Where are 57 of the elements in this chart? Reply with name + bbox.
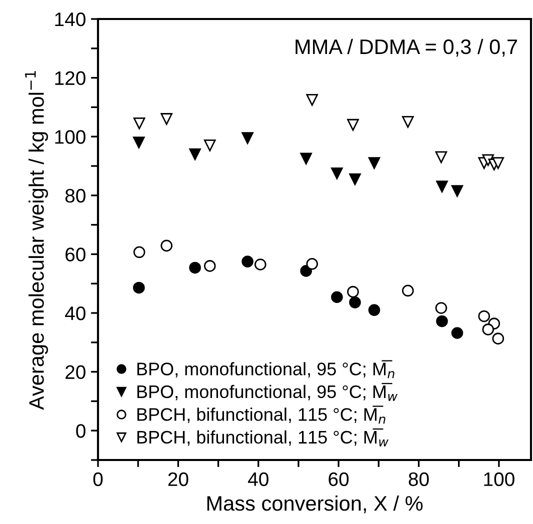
y-tick-label: 80: [65, 188, 86, 203]
point: [331, 167, 343, 180]
point: [402, 116, 414, 128]
point: [331, 291, 343, 304]
point: [451, 327, 464, 339]
x-tick-label: 0: [93, 472, 103, 486]
point: [204, 140, 216, 152]
x-tick-label: 100: [484, 472, 514, 486]
point: [306, 258, 318, 270]
x-axis-title: Mass conversion, X / %: [207, 495, 423, 514]
y-axis-title: Average molecular weight / kg mol$^{−1}$: [25, 71, 48, 410]
point: [368, 157, 380, 169]
y-tick-label: 40: [65, 306, 86, 320]
legend-label: BPCH, bifunctional, 115 °C; M̅$_{w}$: [137, 428, 388, 446]
point: [347, 286, 359, 298]
point: [349, 173, 361, 186]
point: [402, 284, 414, 297]
x-tick-label: 20: [168, 472, 188, 486]
point: [160, 240, 172, 252]
point: [254, 258, 266, 270]
point: [132, 282, 145, 294]
legend-label: BPO, monofunctional, 95 °C; M̅$_{w}$: [137, 382, 398, 401]
y-tick-label: 140: [55, 12, 86, 26]
y-tick-label: 120: [55, 71, 86, 86]
point: [132, 136, 145, 148]
point: [435, 151, 448, 164]
point: [300, 152, 312, 165]
point: [368, 304, 380, 316]
point: [492, 332, 504, 344]
annotation: MMA / DDMA = 0,3 / 0,7: [296, 38, 517, 57]
point: [492, 157, 504, 169]
point: [242, 132, 254, 144]
legend-label: BPCH, bifunctional, 115 °C; M̅$_{n}$: [137, 406, 386, 424]
y-tick-label: 0: [76, 424, 86, 438]
point: [347, 118, 359, 131]
point: [189, 262, 201, 274]
point: [160, 113, 172, 125]
legend-label: BPO, monofunctional, 95 °C; M̅$_{n}$: [137, 360, 394, 378]
point: [242, 256, 254, 268]
point: [478, 310, 490, 322]
point: [435, 302, 448, 314]
point: [451, 185, 464, 197]
point: [133, 246, 146, 258]
point: [189, 148, 201, 160]
y-tick-label: 20: [66, 365, 86, 380]
point: [133, 117, 146, 130]
y-tick-label: 60: [66, 248, 86, 262]
point: [436, 180, 448, 192]
point: [482, 324, 494, 336]
y-tick-label: 100: [55, 130, 86, 144]
point: [436, 315, 448, 328]
x-tick-label: 60: [328, 472, 349, 486]
x-tick-label: 40: [248, 472, 268, 486]
point: [306, 94, 318, 106]
point: [349, 296, 361, 308]
x-tick-label: 80: [408, 472, 429, 486]
point: [204, 260, 216, 272]
